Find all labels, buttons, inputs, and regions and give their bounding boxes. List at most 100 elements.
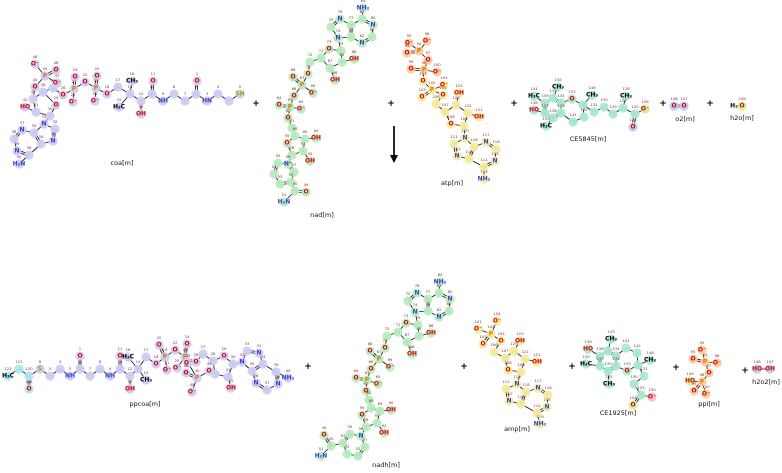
atom-number: 22 (83, 72, 88, 77)
atom-number: 71 (396, 322, 401, 327)
atom-number: 100 (433, 62, 441, 67)
atom-number: 103 (479, 334, 487, 339)
atom-number: 39 (274, 362, 279, 367)
atom-highlight (382, 331, 392, 341)
atom-number: 118 (522, 382, 530, 387)
plus-sign: + (672, 363, 680, 373)
atom-number: 117 (534, 378, 542, 383)
atom-label: O⁻ (91, 98, 99, 105)
atom-highlight (446, 119, 456, 129)
atom-highlight (633, 360, 643, 370)
atom-number: 51 (319, 446, 324, 451)
atom-label: H₂ (730, 103, 738, 110)
atom-highlight (258, 359, 268, 369)
atom-highlight (319, 430, 329, 440)
atom-number: 121 (475, 107, 483, 112)
atom-label: NH₂ (534, 421, 547, 428)
atom-highlight (247, 366, 257, 376)
atom-highlight (489, 347, 499, 357)
molecule-label-h2o2: h2o2[m] (752, 378, 780, 386)
atom-number: 107 (441, 102, 449, 107)
atom-number: 27 (51, 78, 56, 83)
atom-label: N (436, 314, 441, 321)
atom-highlight (183, 358, 193, 368)
atom-highlight (414, 331, 424, 341)
atom-label: P (377, 356, 382, 363)
atom-highlight (636, 390, 646, 400)
atom-label: P (195, 375, 200, 382)
atom-number: 45 (43, 66, 48, 71)
atom-number: 104 (493, 311, 501, 316)
atom-number: 113 (465, 149, 473, 154)
atom-label: CH₃ (140, 377, 152, 384)
atom-number: 102 (487, 324, 495, 329)
atom-highlight (283, 373, 293, 383)
atom-number: 62 (286, 108, 291, 113)
atom-highlight (160, 352, 170, 362)
atom-label: OH (407, 351, 417, 358)
atom-highlight (24, 371, 34, 381)
atom-highlight (283, 113, 293, 123)
atom-label: O (367, 348, 372, 355)
atom-number: 50 (329, 436, 334, 441)
atom-highlight (324, 44, 334, 54)
atom-highlight (12, 146, 22, 156)
atom-label: O (53, 67, 58, 74)
atom-label: NH (105, 373, 115, 380)
atom-highlight (412, 288, 422, 298)
atom-highlight (765, 364, 775, 374)
atom-number: 115 (543, 397, 551, 402)
atom-highlight (490, 156, 500, 166)
molecule-label-ce1925: CE1925[m] (600, 409, 637, 417)
atom-number: 82 (437, 307, 442, 312)
molecule-atp: O⁻95O⁻96P94O93O97P98O99O⁻100O101P102O103… (402, 31, 501, 184)
atom-number: 111 (450, 134, 458, 139)
atom-label: O⁻ (698, 347, 706, 354)
atom-label: N (514, 381, 519, 388)
atom-highlight (51, 100, 61, 110)
atom-number: 101 (474, 319, 482, 324)
atom-highlight (622, 366, 632, 376)
atom-number: 48 (190, 382, 195, 387)
atom-highlight (403, 296, 413, 306)
atom-highlight (595, 351, 605, 361)
atom-highlight (380, 343, 390, 353)
atom-number: 92 (308, 151, 313, 156)
atom-label: HN (202, 98, 212, 105)
atom-label: N (335, 35, 340, 42)
atom-label: O (448, 121, 453, 128)
atom-number: 5 (239, 84, 242, 89)
atom-number: 30 (48, 106, 53, 111)
atom-highlight (611, 351, 621, 361)
atom-label: O⁻ (374, 381, 382, 388)
atom-highlight (385, 362, 395, 372)
atom-highlight (361, 386, 371, 396)
atom-label: O (104, 91, 109, 98)
atom-highlight (583, 344, 593, 354)
atom-number: 40 (286, 368, 291, 373)
atom-label: O (630, 402, 635, 409)
atom-number: 79 (339, 41, 344, 46)
atom-highlight (541, 121, 551, 131)
atom-label: H₃C (2, 373, 15, 380)
atom-number: 110 (513, 374, 521, 379)
atom-highlight (417, 92, 427, 102)
atom-label: N (41, 121, 46, 128)
atom-highlight (589, 107, 599, 117)
atom-number: 85 (417, 326, 422, 331)
atom-highlight (454, 88, 464, 98)
atom-number: 99 (692, 381, 697, 386)
atom-number: 97 (707, 363, 712, 368)
atom-highlight (358, 3, 368, 13)
atom-highlight (486, 329, 496, 339)
atom-number: 24 (73, 67, 78, 72)
molecule-label-nad: nad[m] (310, 211, 334, 219)
atom-number: 54 (341, 433, 346, 438)
atom-highlight (17, 125, 27, 135)
atom-label: O (221, 353, 226, 360)
atom-highlight (379, 428, 389, 438)
atom-highlight (434, 312, 444, 322)
atom-label: HO (583, 346, 593, 353)
